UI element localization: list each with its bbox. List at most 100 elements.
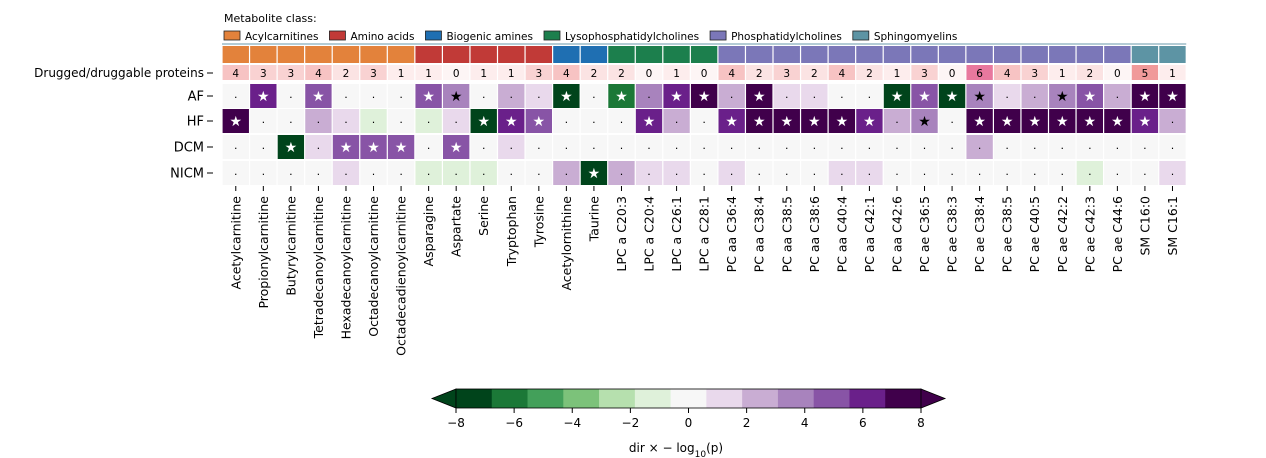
class-cell-17 — [690, 46, 718, 63]
dot-0-15: . — [647, 88, 651, 101]
legend-swatch-3 — [543, 30, 561, 41]
class-cell-9 — [470, 46, 497, 63]
cell-0-30 — [1049, 84, 1076, 108]
dot-3-27: . — [978, 165, 982, 178]
cell-1-22 — [828, 109, 856, 133]
dot-1-34: . — [1171, 113, 1175, 126]
dot-1-13: . — [592, 113, 596, 126]
cell-1-15 — [635, 109, 663, 133]
cell-3-33 — [1131, 161, 1159, 185]
class-cell-24 — [883, 46, 911, 63]
dot-3-0: . — [234, 165, 238, 178]
dot-1-26: . — [950, 113, 954, 126]
col-label-1: Propionylcarnitine — [256, 196, 271, 309]
col-label-6: Octadecadienoylcarnitine — [394, 196, 409, 356]
cell-3-27 — [966, 161, 993, 185]
col-label-32: PC ae C44:6 — [1110, 196, 1125, 272]
cell-0-10 — [498, 84, 525, 108]
class-cell-2 — [277, 46, 305, 63]
cell-1-2 — [277, 109, 305, 133]
cell-2-3 — [305, 135, 332, 159]
count-cell-9 — [470, 65, 497, 80]
col-label-18: PC aa C36:4 — [724, 196, 739, 272]
count-cell-16 — [663, 65, 690, 80]
count-cell-20 — [773, 65, 800, 80]
colorbar-label: dir × − log10(p) — [629, 441, 723, 458]
cell-1-8 — [443, 109, 470, 133]
count-value-19: 2 — [756, 68, 763, 80]
metabolite-class-bar — [222, 43, 1187, 63]
col-label-26: PC ae C38:3 — [945, 196, 960, 272]
cell-3-34 — [1159, 161, 1186, 185]
col-label-3: Tetradecanoylcarnitine — [311, 196, 326, 340]
star-2-5: ★ — [367, 140, 380, 156]
dot-3-28: . — [1005, 165, 1009, 178]
dot-3-30: . — [1061, 165, 1065, 178]
cell-0-20 — [773, 84, 800, 108]
dot-0-9: . — [482, 88, 486, 101]
cell-0-34 — [1159, 84, 1186, 108]
dot-3-33: . — [1143, 165, 1147, 178]
count-cell-28 — [994, 65, 1021, 80]
dot-2-32: . — [1116, 139, 1120, 152]
cell-2-7 — [415, 135, 442, 159]
star-2-4: ★ — [340, 140, 353, 156]
class-cell-31 — [1076, 46, 1103, 63]
class-cell-3 — [305, 46, 332, 63]
class-cell-12 — [553, 46, 580, 63]
dot-2-19: . — [757, 139, 761, 152]
star-1-27: ★ — [973, 114, 986, 130]
count-cell-26 — [938, 65, 966, 80]
cell-1-16 — [663, 109, 690, 133]
cell-1-31 — [1076, 109, 1103, 133]
col-label-30: PC ae C42:2 — [1055, 196, 1070, 272]
legend-label-3: Lysophosphatidylcholines — [565, 31, 699, 43]
dot-2-30: . — [1061, 139, 1065, 152]
cell-3-24 — [883, 161, 911, 185]
colorbar-swatch-2 — [527, 389, 564, 408]
cell-0-29 — [1021, 84, 1048, 108]
cell-1-20 — [773, 109, 800, 133]
legend-label-0: Acylcarnitines — [245, 31, 318, 43]
class-cell-1 — [250, 46, 277, 63]
colorbar-swatch-4 — [599, 389, 636, 408]
class-cell-8 — [443, 46, 470, 63]
colorbar-swatch-9 — [777, 389, 815, 408]
cell-3-14 — [608, 161, 635, 185]
cell-0-5 — [360, 84, 387, 108]
dot-2-15: . — [647, 139, 651, 152]
col-label-17: LPC a C28:1 — [697, 196, 712, 272]
legend-swatch-5 — [852, 30, 870, 41]
star-1-28: ★ — [1001, 114, 1014, 130]
class-cell-6 — [387, 46, 415, 63]
cell-0-23 — [856, 84, 883, 108]
colorbar-tick-label-7: 6 — [859, 416, 867, 430]
count-value-12: 4 — [563, 68, 570, 80]
dot-3-3: . — [317, 165, 321, 178]
dot-3-6: . — [399, 165, 403, 178]
legend-swatch-4 — [709, 30, 727, 41]
dot-3-32: . — [1116, 165, 1120, 178]
count-cell-6 — [387, 65, 415, 80]
cell-3-10 — [498, 161, 525, 185]
dot-1-7: . — [427, 113, 431, 126]
dot-0-23: . — [868, 88, 872, 101]
cell-2-4 — [332, 135, 360, 159]
cell-0-25 — [911, 84, 938, 108]
dot-1-24: . — [895, 113, 899, 126]
class-cell-11 — [525, 46, 552, 63]
star-1-10: ★ — [505, 114, 518, 130]
cell-1-24 — [883, 109, 911, 133]
col-label-13: Taurine — [586, 196, 601, 243]
colorbar-swatch-3 — [563, 389, 600, 408]
cell-2-14 — [608, 135, 635, 159]
star-0-7: ★ — [422, 89, 435, 105]
legend-label-2: Biogenic amines — [446, 31, 533, 43]
cell-3-11 — [525, 161, 552, 185]
cell-3-19 — [746, 161, 773, 185]
count-value-18: 4 — [728, 68, 735, 80]
count-cell-14 — [608, 65, 635, 80]
cell-0-22 — [828, 84, 856, 108]
star-0-8: ★ — [450, 89, 463, 105]
count-value-34: 1 — [1169, 68, 1176, 80]
